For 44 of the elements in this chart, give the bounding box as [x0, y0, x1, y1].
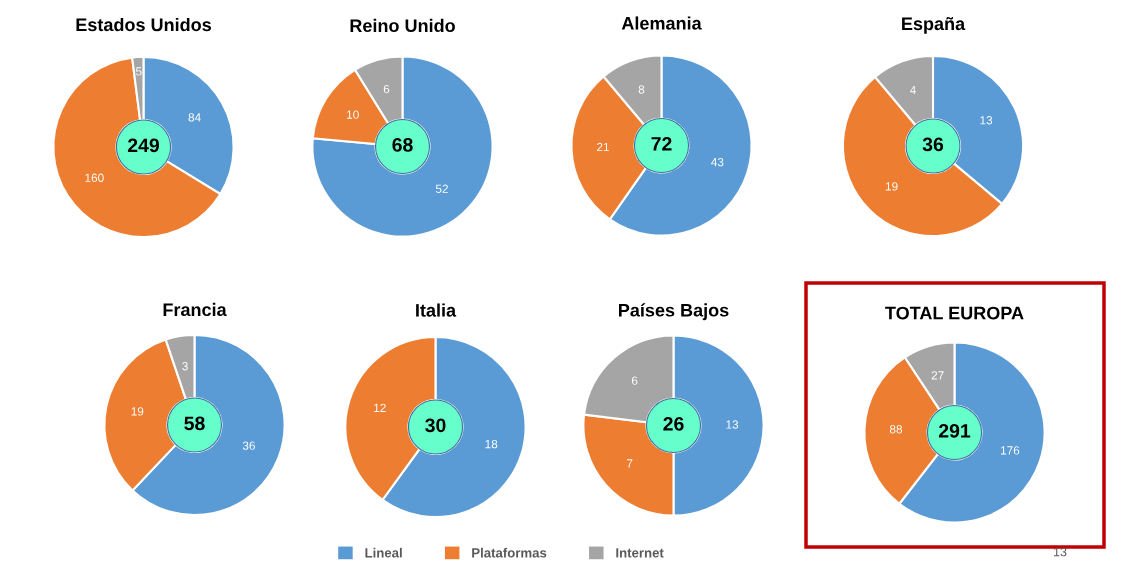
legend-label: Lineal	[365, 547, 402, 558]
chart-title: Francia	[163, 302, 227, 317]
data-label: 176	[1000, 446, 1020, 455]
data-label: 6	[383, 84, 390, 94]
data-label: 160	[85, 173, 104, 182]
text: 68	[392, 137, 413, 152]
data-label: 13	[980, 116, 993, 125]
donut-slice	[311, 55, 494, 238]
legend-label: Plataformas	[472, 547, 547, 558]
data-label: 5	[135, 67, 142, 76]
data-label: 6	[631, 376, 638, 385]
data-label: 52	[435, 184, 448, 193]
text: 291	[938, 423, 971, 438]
data-label: 3	[182, 362, 188, 371]
chart-title: TOTAL EUROPA	[885, 306, 1024, 320]
text: 26	[663, 416, 684, 431]
data-label: 21	[597, 142, 609, 152]
text: 72	[651, 136, 672, 151]
data-label: 4	[909, 85, 916, 95]
data-label: 19	[131, 407, 144, 416]
data-label: 43	[711, 157, 724, 167]
data-label: 10	[347, 110, 359, 119]
chart-title: Estados Unidos	[76, 17, 211, 32]
chart-title: España	[902, 16, 966, 34]
chart-title: Alemania	[621, 16, 702, 30]
chart-title: Países Bajos	[619, 303, 729, 321]
chart-title: Italia	[416, 303, 457, 317]
data-label: 36	[242, 441, 255, 450]
chart-title: Reino Unido	[350, 18, 455, 33]
data-label: 88	[889, 425, 903, 434]
text: 249	[127, 138, 159, 153]
data-label: 19	[885, 182, 898, 191]
data-label: 13	[726, 420, 739, 429]
data-label: 8	[638, 85, 645, 94]
data-label: 18	[485, 439, 498, 449]
text: 58	[184, 416, 205, 431]
text: 30	[425, 418, 446, 433]
data-label: 84	[188, 113, 201, 122]
data-label: 12	[374, 403, 386, 412]
legend-label: Internet	[616, 548, 664, 558]
text: 36	[922, 137, 944, 152]
text: 13	[1054, 547, 1067, 557]
data-label: 27	[931, 371, 944, 380]
data-label: 7	[626, 459, 633, 468]
